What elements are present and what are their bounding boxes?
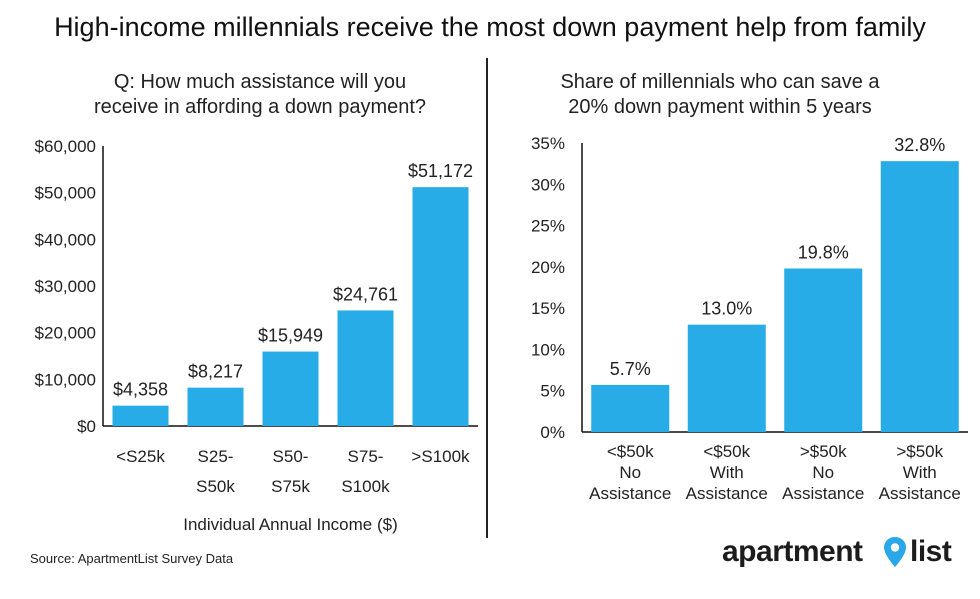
left-bar bbox=[412, 187, 469, 426]
right-y-tick-label: 20% bbox=[531, 258, 565, 277]
right-y-tick-label: 35% bbox=[531, 134, 565, 153]
left-x-tick-label: S100k bbox=[341, 477, 390, 496]
right-y-tick-label: 25% bbox=[531, 217, 565, 236]
right-x-tick-label: >$50k bbox=[896, 442, 943, 461]
right-x-tick-label: Assistance bbox=[686, 484, 768, 503]
right-data-label: 5.7% bbox=[610, 359, 651, 379]
left-subtitle-line-2: receive in affording a down payment? bbox=[93, 96, 427, 118]
source-note: Source: ApartmentList Survey Data bbox=[30, 551, 234, 566]
left-x-tick-label: <S25k bbox=[116, 447, 165, 466]
map-pin-icon bbox=[884, 537, 906, 567]
right-x-tick-label: Assistance bbox=[879, 484, 961, 503]
left-data-label: $15,949 bbox=[258, 326, 323, 346]
left-y-tick-label: $60,000 bbox=[35, 137, 96, 156]
left-x-tick-label: S50k bbox=[196, 477, 235, 496]
logo-text-apartment: apartment bbox=[722, 535, 863, 568]
right-bar bbox=[880, 161, 959, 432]
right-data-label: 19.8% bbox=[798, 243, 849, 263]
right-x-tick-label: Assistance bbox=[782, 484, 864, 503]
right-bar bbox=[784, 268, 863, 432]
left-y-tick-label: $30,000 bbox=[35, 277, 96, 296]
chart-title: High-income millennials receive the most… bbox=[54, 12, 926, 42]
left-data-label: $4,358 bbox=[113, 380, 168, 400]
left-bar bbox=[187, 387, 244, 426]
right-chart-subtitle: Share of millennials who can save a 20% … bbox=[510, 70, 930, 120]
left-subtitle-line-1: Q: How much assistance will you bbox=[113, 71, 407, 93]
left-data-label: $8,217 bbox=[188, 362, 243, 382]
left-data-label: $51,172 bbox=[408, 161, 473, 181]
left-x-tick-label: S75- bbox=[348, 447, 384, 466]
right-x-tick-label: Assistance bbox=[589, 484, 671, 503]
right-x-tick-label: No bbox=[812, 463, 834, 482]
right-x-tick-label: With bbox=[710, 463, 744, 482]
left-y-tick-label: $0 bbox=[77, 417, 96, 436]
right-data-label: 13.0% bbox=[701, 299, 752, 319]
right-y-tick-label: 0% bbox=[540, 423, 565, 442]
left-y-tick-label: $50,000 bbox=[35, 184, 96, 203]
left-bar bbox=[337, 310, 394, 426]
left-x-tick-label: >S100k bbox=[411, 447, 470, 466]
right-x-tick-label: No bbox=[619, 463, 641, 482]
logo-text-list: list bbox=[910, 535, 952, 568]
left-x-axis-label: Individual Annual Income ($) bbox=[183, 515, 398, 534]
left-bar bbox=[112, 405, 169, 426]
left-bar bbox=[262, 351, 319, 426]
left-chart-subtitle: Q: How much assistance will you receive … bbox=[40, 70, 480, 120]
right-data-label: 32.8% bbox=[894, 135, 945, 155]
right-y-tick-label: 5% bbox=[540, 382, 565, 401]
right-x-tick-label: <$50k bbox=[607, 442, 654, 461]
right-y-tick-label: 10% bbox=[531, 340, 565, 359]
right-x-tick-label: >$50k bbox=[800, 442, 847, 461]
left-x-tick-label: S50- bbox=[273, 447, 309, 466]
left-x-tick-label: S25- bbox=[198, 447, 234, 466]
right-bar bbox=[591, 384, 670, 432]
right-y-tick-label: 30% bbox=[531, 175, 565, 194]
apartment-list-logo: apartment list bbox=[722, 532, 962, 572]
left-x-tick-label: S75k bbox=[271, 477, 310, 496]
right-y-tick-label: 15% bbox=[531, 299, 565, 318]
right-subtitle-line-1: Share of millennials who can save a bbox=[560, 71, 880, 93]
right-bar bbox=[687, 324, 766, 432]
chart-divider bbox=[486, 58, 488, 538]
right-x-tick-label: With bbox=[903, 463, 937, 482]
left-y-tick-label: $20,000 bbox=[35, 324, 96, 343]
right-subtitle-line-2: 20% down payment within 5 years bbox=[568, 96, 872, 118]
left-y-tick-label: $10,000 bbox=[35, 370, 96, 389]
left-y-tick-label: $40,000 bbox=[35, 230, 96, 249]
left-data-label: $24,761 bbox=[333, 284, 398, 304]
right-x-tick-label: <$50k bbox=[703, 442, 750, 461]
